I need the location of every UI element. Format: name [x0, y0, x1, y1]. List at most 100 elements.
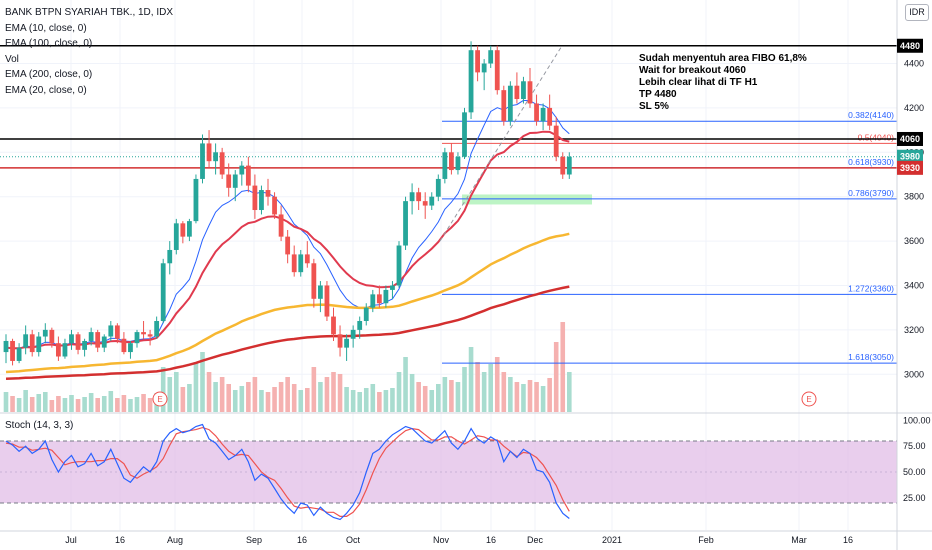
time-tick-label: Dec [527, 535, 544, 545]
legend-ema10[interactable]: EMA (10, close, 0) [5, 22, 87, 34]
volume-bar [508, 377, 513, 412]
candle-body [540, 107, 546, 122]
time-tick-label: Mar [791, 535, 807, 545]
candle-body [36, 336, 42, 353]
candle-body [318, 285, 323, 299]
fib-zone-rect [462, 194, 592, 205]
trend-lines[interactable] [439, 45, 563, 242]
volume-bar [481, 372, 487, 412]
volume-bar [36, 394, 42, 412]
time-tick-label: 16 [115, 535, 125, 545]
volume-bar [521, 384, 526, 412]
candle-body [337, 334, 343, 348]
volume-bar [174, 372, 179, 412]
volume-bars [3, 322, 572, 412]
candle-body [416, 192, 422, 202]
volume-bar [422, 386, 428, 412]
candle-body [101, 336, 107, 348]
fib-level-label: 0.618(3930) [848, 157, 894, 167]
earnings-event-icon [801, 391, 817, 407]
candle-body [82, 340, 87, 350]
candle-body [357, 320, 363, 330]
time-tick-label: 16 [843, 535, 853, 545]
price-tick-label: 3600 [904, 236, 924, 246]
volume-bar [43, 392, 48, 412]
volume-bar [88, 393, 94, 412]
volume-bar [409, 374, 415, 412]
trend-line-dashed [439, 45, 563, 242]
stoch-label[interactable]: Stoch (14, 3, 3) [5, 420, 74, 431]
candle-body [62, 343, 68, 357]
candle-body [42, 329, 48, 337]
candle-body [114, 325, 120, 339]
horizontal-lines[interactable] [0, 45, 897, 169]
candle-body [75, 334, 81, 350]
volume-bar [265, 392, 271, 412]
volume-bar [370, 384, 376, 412]
annotation-line-4: TP 4480 [639, 89, 677, 100]
legend-vol[interactable]: Vol [5, 53, 19, 65]
earnings-event-label: E [806, 395, 811, 404]
volume-bar [272, 387, 277, 412]
volume-bar [540, 386, 546, 412]
candle-body [108, 325, 114, 337]
fib-support-zone [462, 194, 592, 205]
volume-bar [115, 398, 120, 412]
candle-body [167, 249, 173, 264]
earnings-event-label: E [157, 395, 162, 404]
time-tick-label: 16 [486, 535, 496, 545]
candle-body [363, 307, 369, 321]
candle-body [10, 340, 15, 361]
candle-body [121, 338, 127, 353]
candle-body [245, 165, 251, 186]
stoch-d-line [5, 426, 570, 517]
price-tick-label: 3000 [904, 369, 924, 379]
ema-line [5, 285, 570, 380]
legend-symbol[interactable]: BANK BTPN SYARIAH TBK., 1D, IDX [5, 7, 174, 18]
annotation-line-3: Lebih clear lihat di TF H1 [639, 77, 758, 88]
candle-body [134, 332, 140, 344]
legend-ema100[interactable]: EMA (100, close, 0) [5, 38, 93, 49]
fib-level-label: 0.786(3790) [848, 188, 894, 198]
candle-body [409, 192, 415, 202]
candle-body [481, 63, 487, 73]
fib-level-label: 0.382(4140) [848, 110, 894, 120]
price-tag-bg [897, 131, 923, 146]
volume-bar [193, 362, 199, 412]
volume-bar [403, 357, 408, 412]
candle-body [88, 332, 94, 341]
candle-body [553, 125, 559, 157]
price-tag-bg [897, 149, 923, 164]
candle-body [514, 85, 520, 100]
candle-body [331, 316, 336, 335]
candle-body [193, 178, 199, 222]
legend-ema200[interactable]: EMA (200, close, 0) [5, 69, 93, 80]
price-tick-label: 3400 [904, 280, 924, 290]
candle-body [160, 263, 166, 321]
volume-bar [305, 388, 310, 412]
volume-bar [553, 342, 559, 412]
volume-bar [494, 357, 500, 412]
volume-bar [206, 372, 212, 412]
volume-bar [259, 390, 264, 412]
ema-line [5, 232, 570, 374]
volume-bar [121, 395, 127, 412]
volume-bar [567, 372, 572, 412]
candle-body [475, 50, 480, 73]
candle-body [206, 143, 212, 162]
currency-badge[interactable]: IDR [905, 4, 929, 21]
price-tag-bg [897, 38, 923, 53]
volume-bar [475, 362, 480, 412]
legend-ema20[interactable]: EMA (20, close, 0) [5, 84, 87, 96]
volume-bar [501, 372, 507, 412]
volume-bar [429, 390, 435, 412]
candle-body [468, 50, 474, 113]
candle-body [566, 156, 572, 175]
candle-body [95, 332, 101, 348]
annotation-text[interactable]: Sudah menyentuh area FIBO 61,8% Wait for… [639, 53, 807, 113]
volume-bar [298, 390, 304, 412]
stoch-band [0, 441, 897, 503]
